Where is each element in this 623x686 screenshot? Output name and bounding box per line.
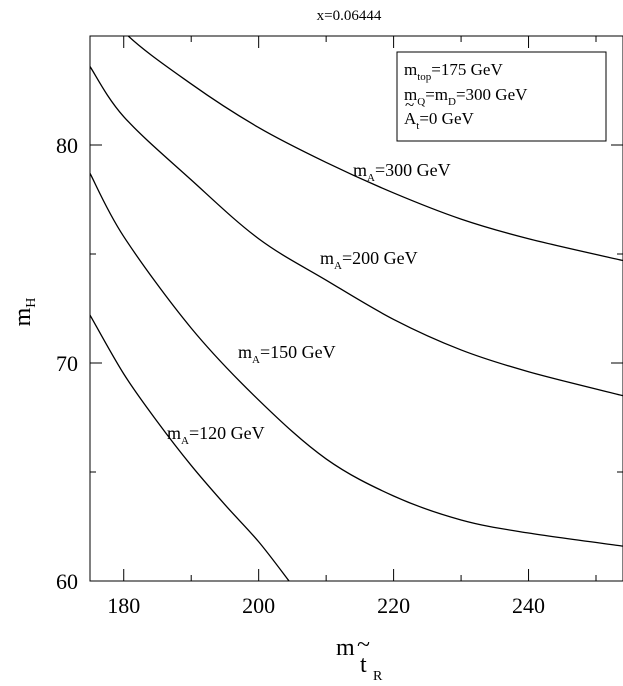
y-tick-label: 80 — [56, 133, 78, 158]
legend: mtop=175 GeV mQ=mD=300 GeV ~ At=0 GeV — [396, 51, 607, 142]
series-label-200: mA=200 GeV — [320, 248, 418, 272]
legend-line-at: At=0 GeV — [404, 109, 475, 132]
x-axis-label-sub: t — [360, 652, 367, 678]
legend-line-mq-md: mQ=mD=300 GeV — [404, 85, 528, 108]
legend-line-at-accent: ~ — [405, 95, 414, 114]
legend-box — [396, 51, 607, 142]
x-tick-label: 240 — [512, 593, 545, 618]
plot-frame — [89, 35, 623, 582]
series-line-1 — [90, 66, 623, 397]
x-axis-label-accent: ~ — [357, 632, 370, 658]
series-label-150: mA=150 GeV — [238, 342, 336, 366]
x-axis-label-main: m — [336, 635, 355, 661]
y-axis-label: mH — [10, 298, 39, 327]
series-line-3 — [90, 314, 290, 581]
series-curves — [90, 36, 623, 581]
axis-ticks: 180 200 220 240 60 70 80 — [56, 35, 623, 618]
series-label-120: mA=120 GeV — [167, 423, 265, 447]
series-label-300: mA=300 GeV — [353, 160, 451, 184]
x-tick-label: 200 — [242, 593, 275, 618]
x-tick-label: 180 — [107, 593, 140, 618]
x-axis-label-subsub: R — [373, 669, 383, 684]
y-tick-label: 60 — [56, 569, 78, 594]
x-tick-label: 220 — [377, 593, 410, 618]
y-tick-label: 70 — [56, 351, 78, 376]
x-axis-label: m ~ t R — [336, 632, 383, 684]
chart-title: x=0.06444 — [317, 8, 382, 24]
series-line-0 — [127, 36, 623, 262]
series-line-2 — [90, 173, 623, 547]
legend-line-mtop: mtop=175 GeV — [404, 60, 503, 83]
